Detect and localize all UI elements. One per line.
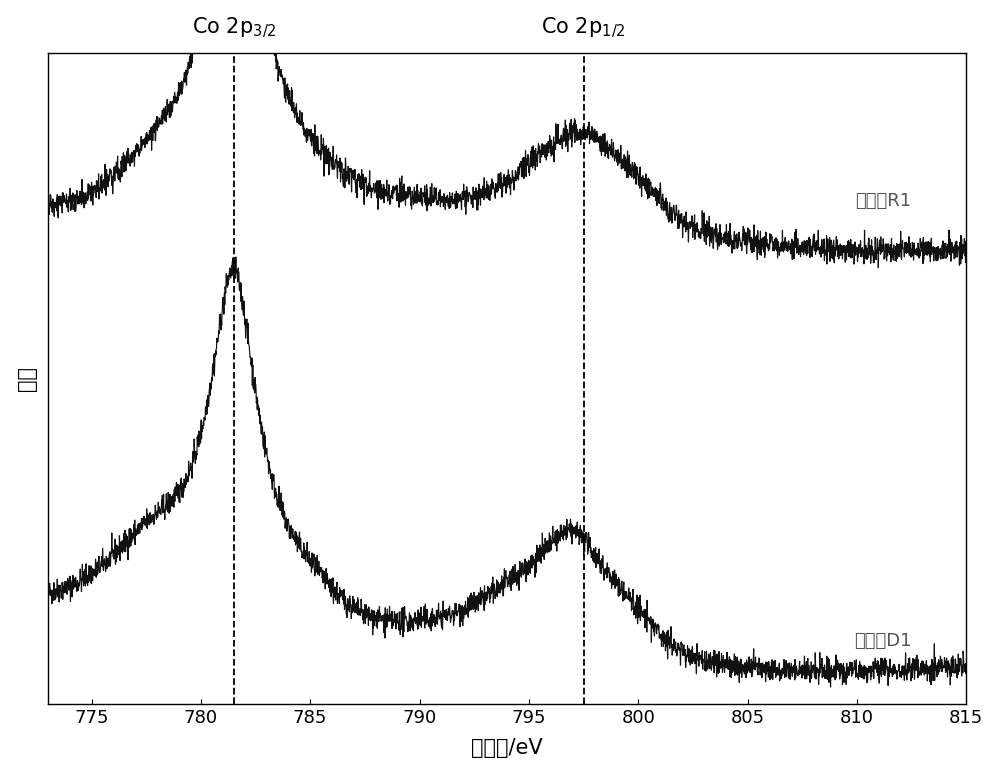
- Y-axis label: 强度: 强度: [17, 366, 37, 391]
- Text: Co 2p$_{1/2}$: Co 2p$_{1/2}$: [541, 16, 626, 40]
- Text: 催化剂R1: 催化剂R1: [855, 191, 912, 210]
- X-axis label: 结合能/eV: 结合能/eV: [471, 739, 543, 758]
- Text: 催化剂D1: 催化剂D1: [854, 632, 912, 650]
- Text: Co 2p$_{3/2}$: Co 2p$_{3/2}$: [192, 16, 276, 40]
